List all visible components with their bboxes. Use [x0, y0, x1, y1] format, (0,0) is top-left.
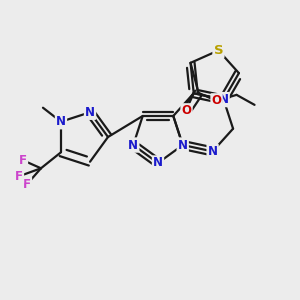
Text: N: N [208, 145, 218, 158]
Text: O: O [182, 104, 191, 117]
Text: N: N [153, 157, 163, 169]
Text: O: O [212, 94, 221, 107]
Text: F: F [19, 154, 27, 167]
Text: N: N [85, 106, 95, 119]
Text: N: N [219, 93, 229, 106]
Text: F: F [23, 178, 31, 191]
Text: N: N [56, 115, 66, 128]
Text: S: S [214, 44, 223, 57]
Text: F: F [15, 170, 23, 183]
Text: N: N [128, 139, 138, 152]
Text: N: N [178, 139, 188, 152]
